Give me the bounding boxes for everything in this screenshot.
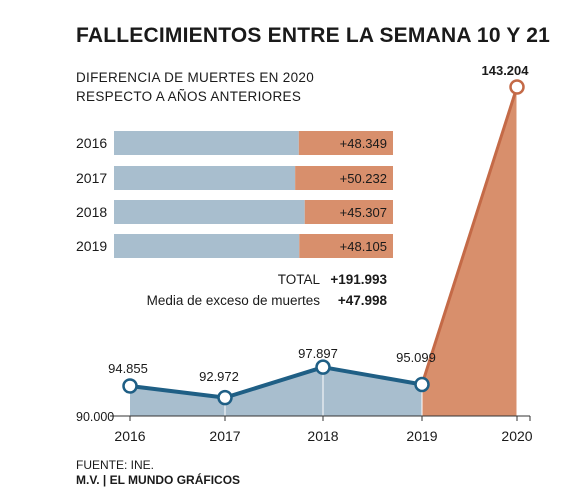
bar-base-2019 <box>114 234 300 258</box>
total-value: +191.993 <box>330 272 387 287</box>
subtitle-line-2: RESPECTO A AÑOS ANTERIORES <box>76 89 302 104</box>
mean-value: +47.998 <box>338 293 388 308</box>
area-fill-2016-2019 <box>130 367 422 416</box>
chart-subtitle: DIFERENCIA DE MUERTES EN 2020 RESPECTO A… <box>76 68 314 106</box>
bar-value-label-2018: +45.307 <box>340 205 387 220</box>
data-point-2019 <box>414 376 430 393</box>
bar-value-label-2017: +50.232 <box>340 171 387 186</box>
bar-category-label: 2018 <box>76 204 107 220</box>
bar-category-label: 2016 <box>76 135 107 151</box>
y-baseline-label: 90.000 <box>76 410 114 424</box>
data-point-2016 <box>122 378 138 394</box>
credit-note: M.V. | EL MUNDO GRÁFICOS <box>76 473 241 487</box>
chart-title: FALLECIMIENTOS ENTRE LA SEMANA 10 Y 21 <box>76 24 550 47</box>
bar-excess-2018 <box>304 200 393 224</box>
data-point-2020 <box>509 79 525 95</box>
bar-base-2018 <box>114 200 305 224</box>
bar-category-label: 2019 <box>76 238 107 254</box>
bar-base-2017 <box>114 166 296 190</box>
data-point-2017 <box>217 389 233 406</box>
bar-excess-2016 <box>298 131 393 155</box>
total-label: TOTAL <box>278 272 321 287</box>
bar-category-label: 2017 <box>76 170 107 186</box>
x-tick-label-2018: 2018 <box>307 428 338 444</box>
footer: FUENTE: INE. M.V. | EL MUNDO GRÁFICOS <box>76 458 240 488</box>
bar-excess-2017 <box>295 166 393 190</box>
mean-label: Media de exceso de muertes <box>147 293 321 308</box>
bar-excess-2019 <box>299 234 393 258</box>
value-label-2018: 97.897 <box>298 346 338 361</box>
value-label-2019: 95.099 <box>396 350 436 365</box>
series-line-2019-2020 <box>420 86 519 385</box>
source-note: FUENTE: INE. <box>76 458 155 472</box>
value-label-2016: 94.855 <box>108 361 148 376</box>
value-label-2017: 92.972 <box>199 369 239 384</box>
area-fill-2019-2020 <box>422 87 517 416</box>
x-tick-label-2020: 2020 <box>501 428 532 444</box>
data-point-2018 <box>315 359 331 375</box>
subtitle-line-1: DIFERENCIA DE MUERTES EN 2020 <box>76 70 315 85</box>
bar-value-label-2019: +48.105 <box>340 239 387 254</box>
x-tick-label-2017: 2017 <box>209 428 240 444</box>
x-tick-label-2019: 2019 <box>406 428 437 444</box>
series-line-2016-2019 <box>129 365 423 400</box>
bar-value-label-2016: +48.349 <box>340 136 387 151</box>
x-tick-label-2016: 2016 <box>114 428 145 444</box>
bar-base-2016 <box>114 131 299 155</box>
value-label-2020: 143.204 <box>482 63 530 78</box>
